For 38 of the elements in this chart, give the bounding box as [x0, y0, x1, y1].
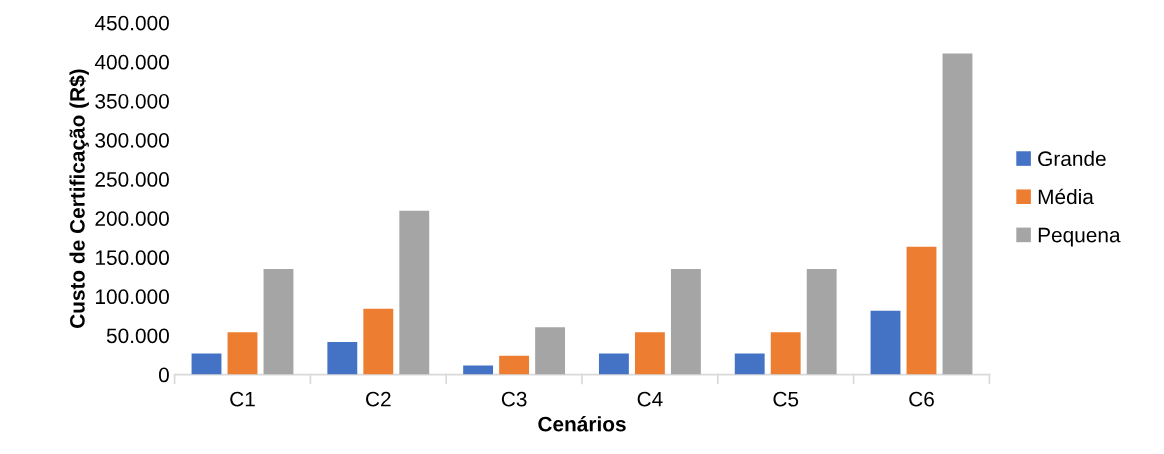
x-tick-label: C6 — [909, 391, 934, 407]
y-axis-title: Custo de Certificação (R$) — [69, 69, 89, 328]
legend-label: Pequena — [1038, 227, 1121, 247]
x-tick-label: C3 — [501, 391, 527, 407]
x-tick-label: C5 — [773, 391, 799, 407]
y-tick-label: 350.000 — [95, 93, 169, 109]
bar — [499, 355, 530, 375]
y-tick-label: 50.000 — [106, 328, 169, 344]
x-tick-label: C1 — [230, 391, 255, 407]
bar — [770, 332, 801, 375]
y-tick-label: 450.000 — [94, 15, 169, 31]
bar — [806, 268, 837, 375]
y-tick-label: 100.000 — [96, 289, 169, 305]
y-tick-label: 300.000 — [95, 132, 169, 148]
bar — [906, 246, 937, 375]
x-axis-title: Cenários — [538, 416, 626, 432]
y-tick-label: 150.000 — [96, 250, 169, 266]
bar — [263, 268, 294, 375]
bar — [535, 327, 566, 375]
bar — [399, 210, 430, 375]
bar — [191, 353, 222, 375]
x-tick-label: C2 — [366, 391, 391, 407]
legend-label: Grande — [1038, 150, 1106, 167]
y-tick-label: 0 — [158, 367, 169, 383]
bar — [870, 310, 901, 375]
bar — [734, 353, 765, 375]
bar — [363, 308, 394, 375]
legend-label: Média — [1038, 188, 1094, 205]
bar — [634, 332, 665, 375]
y-tick-label: 400.000 — [94, 54, 169, 70]
y-tick-label: 200.000 — [95, 211, 169, 226]
bar — [327, 342, 358, 375]
bar — [670, 268, 701, 375]
bar — [598, 353, 629, 375]
y-tick-label: 250.000 — [95, 172, 169, 187]
x-tick-label: C4 — [637, 391, 663, 407]
bar — [227, 332, 258, 375]
bar — [942, 53, 973, 375]
